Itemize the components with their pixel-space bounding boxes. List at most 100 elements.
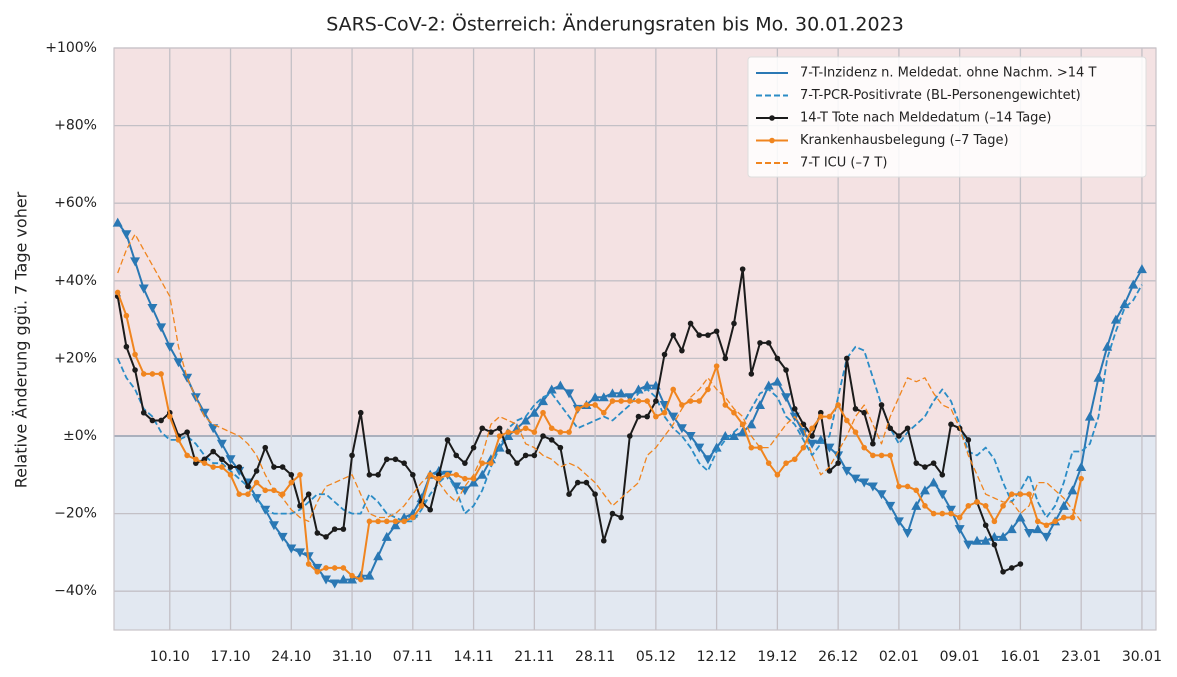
data-point: [210, 448, 216, 455]
data-point: [331, 565, 338, 571]
data-point: [913, 460, 920, 466]
data-point: [974, 499, 980, 505]
data-point: [338, 574, 349, 584]
data-point: [216, 439, 227, 449]
data-point: [574, 479, 581, 486]
data-point: [852, 406, 859, 412]
data-point: [1128, 279, 1139, 289]
x-tick-label: 07.11: [393, 649, 433, 665]
x-tick-label: 12.12: [697, 649, 737, 665]
data-point: [824, 443, 835, 453]
data-point: [739, 421, 746, 428]
data-point: [609, 398, 616, 404]
data-point: [158, 371, 164, 377]
y-axis-label: Relative Änderung ggü. 7 Tage voher: [12, 191, 31, 488]
data-point: [331, 526, 338, 532]
legend-label: 7-T ICU (–7 T): [800, 156, 887, 171]
data-point: [878, 452, 885, 459]
data-point: [392, 518, 399, 525]
data-point: [965, 437, 972, 443]
data-point: [826, 413, 833, 420]
data-point: [893, 517, 904, 527]
series-layer: [112, 217, 1147, 589]
data-point: [268, 521, 279, 531]
data-point: [618, 398, 624, 404]
data-point: [349, 572, 355, 579]
data-point: [661, 351, 668, 358]
data-point: [627, 398, 633, 404]
data-point: [488, 429, 494, 435]
data-point: [618, 514, 624, 521]
data-point: [357, 409, 364, 416]
data-point: [930, 510, 937, 517]
data-point: [757, 340, 763, 346]
legend-label: Krankenhausbelegung (–7 Tage): [800, 133, 1009, 148]
data-point: [948, 510, 954, 517]
data-point: [835, 402, 841, 408]
data-point: [555, 380, 566, 390]
data-point: [841, 466, 852, 476]
data-point: [809, 425, 815, 432]
data-point: [702, 455, 713, 465]
data-point: [390, 520, 401, 530]
data-point: [1061, 514, 1067, 521]
data-point: [323, 565, 329, 571]
data-point: [956, 514, 963, 521]
data-point: [114, 289, 121, 296]
data-point: [635, 398, 642, 404]
data-point: [574, 406, 581, 412]
data-point: [1093, 372, 1104, 382]
data-point: [557, 429, 564, 435]
data-point: [809, 433, 815, 439]
data-point: [488, 460, 494, 466]
data-point: [870, 452, 876, 459]
data-point: [208, 424, 219, 434]
legend-marker: [769, 115, 775, 121]
data-point: [357, 576, 364, 583]
data-point: [121, 230, 132, 240]
x-tick-label: 26.12: [818, 649, 858, 665]
data-point: [314, 530, 321, 536]
data-point: [731, 409, 737, 416]
data-point: [1017, 561, 1024, 567]
data-point: [972, 535, 983, 545]
data-point: [132, 367, 138, 373]
data-point: [566, 491, 572, 498]
x-tick-label: 02.01: [879, 649, 919, 665]
data-point: [948, 421, 954, 428]
data-point: [366, 518, 373, 525]
data-point: [149, 371, 156, 377]
data-point: [147, 303, 158, 313]
data-point: [236, 464, 243, 470]
series-line: [116, 292, 1083, 581]
data-point: [887, 452, 894, 459]
data-point: [633, 384, 644, 394]
data-point: [600, 537, 607, 544]
data-point: [210, 464, 216, 470]
data-point: [349, 452, 355, 459]
x-tick-label: 05.12: [636, 649, 676, 665]
data-point: [288, 479, 295, 486]
y-tick-label: +60%: [54, 195, 97, 211]
x-tick-label: 23.01: [1061, 649, 1101, 665]
series-line: [116, 284, 1143, 523]
data-point: [661, 409, 668, 416]
data-point: [538, 396, 549, 406]
legend-label: 7-T-PCR-Positivrate (BL-Personengewichte…: [800, 88, 1081, 103]
data-point: [1110, 314, 1121, 324]
x-tick-label: 09.01: [940, 649, 980, 665]
data-point: [1067, 485, 1078, 495]
data-point: [904, 425, 911, 432]
data-point: [140, 371, 147, 377]
data-point: [505, 429, 512, 435]
data-point: [867, 482, 878, 492]
negative-region: [114, 436, 1156, 630]
data-point: [624, 393, 635, 403]
data-point: [705, 332, 711, 338]
data-point: [817, 413, 824, 420]
y-tick-label: −20%: [54, 506, 97, 522]
data-point: [826, 468, 833, 474]
data-point: [850, 474, 861, 484]
data-point: [817, 409, 824, 416]
